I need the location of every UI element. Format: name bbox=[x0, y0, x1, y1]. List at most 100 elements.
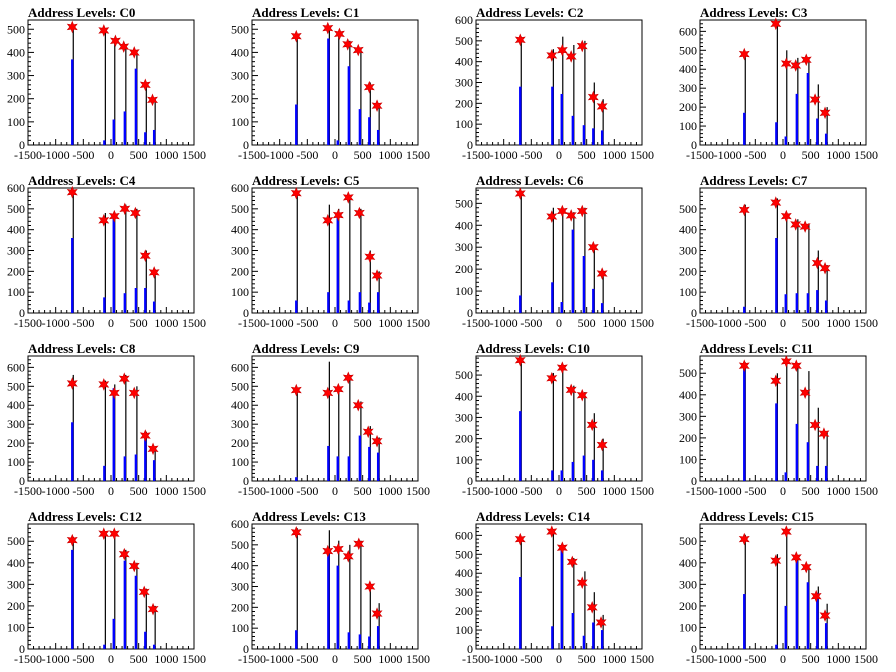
x-tick-label: 0 bbox=[332, 148, 338, 162]
y-tick-label: 500 bbox=[231, 538, 249, 552]
peak-marker bbox=[566, 555, 578, 569]
y-tick-label: 100 bbox=[679, 452, 697, 466]
x-tick-label: -500 bbox=[72, 652, 94, 666]
x-tick-label: -500 bbox=[520, 148, 542, 162]
x-tick-label: 0 bbox=[332, 316, 338, 330]
y-tick-label: 500 bbox=[679, 366, 697, 380]
x-tick-label: -1000 bbox=[266, 652, 294, 666]
peak-marker bbox=[790, 218, 802, 231]
y-tick-label: 200 bbox=[455, 262, 473, 276]
peak-marker bbox=[586, 601, 598, 614]
peak-marker bbox=[799, 220, 811, 233]
peak-marker bbox=[108, 386, 120, 400]
y-tick-label: 300 bbox=[231, 69, 249, 83]
x-tick-label: -1500 bbox=[238, 484, 266, 498]
peak-marker bbox=[596, 100, 608, 113]
peak-marker bbox=[800, 53, 812, 67]
peak-marker bbox=[290, 526, 302, 539]
y-tick-label: 0 bbox=[243, 474, 249, 488]
panel-title: Address Levels: C0 bbox=[28, 5, 135, 20]
y-tick-label: 400 bbox=[679, 556, 697, 570]
y-tick-label: 200 bbox=[231, 600, 249, 614]
x-tick-label: 1500 bbox=[630, 148, 654, 162]
y-tick-label: 500 bbox=[455, 34, 473, 48]
peak-marker bbox=[556, 204, 568, 218]
plot-frame bbox=[699, 19, 867, 146]
y-tick-label: 400 bbox=[455, 389, 473, 403]
x-tick-label: -1000 bbox=[714, 484, 742, 498]
x-tick-label: 0 bbox=[108, 652, 114, 666]
panel-title: Address Levels: C11 bbox=[700, 341, 813, 356]
y-tick-label: 100 bbox=[679, 285, 697, 299]
peak-marker bbox=[322, 386, 334, 400]
histogram-panel: Address Levels: C14 0 100 200 300 400 500 600 -1… bbox=[455, 509, 654, 666]
histogram-panel: Address Levels: C10100200300400500-1500-… bbox=[231, 5, 430, 162]
peak-marker bbox=[770, 374, 782, 388]
peak-marker bbox=[342, 371, 354, 385]
x-tick-label: 0 bbox=[108, 148, 114, 162]
peak-marker bbox=[128, 559, 140, 573]
x-tick-label: 500 bbox=[578, 484, 596, 498]
histogram-panel: Address Levels: C2 0 100 200 300 400 500 600 -15… bbox=[455, 5, 654, 162]
histogram-panel: Address Levels: C11 0 100 200 300 400 500 -1500… bbox=[679, 341, 878, 498]
peak-marker bbox=[128, 386, 140, 400]
x-tick-label: -1000 bbox=[714, 316, 742, 330]
y-tick-label: 100 bbox=[455, 453, 473, 467]
peak-marker bbox=[596, 438, 608, 452]
x-tick-label: 1000 bbox=[826, 484, 850, 498]
peak-marker bbox=[332, 208, 344, 222]
x-tick-label: 500 bbox=[578, 316, 596, 330]
panel-title: Address Levels: C7 bbox=[700, 173, 808, 188]
x-tick-label: 1500 bbox=[630, 484, 654, 498]
y-tick-label: 200 bbox=[7, 264, 25, 278]
y-tick-label: 400 bbox=[679, 62, 697, 76]
histogram-panel: Address Levels: C4 0 100 200 300 400 500 600 -15… bbox=[7, 173, 206, 330]
y-tick-label: 100 bbox=[7, 455, 25, 469]
panel-title: Address Levels: C15 bbox=[700, 509, 814, 524]
y-tick-label: 0 bbox=[467, 474, 473, 488]
x-tick-label: 1500 bbox=[854, 652, 878, 666]
x-tick-label: -500 bbox=[520, 316, 542, 330]
x-tick-label: 0 bbox=[108, 316, 114, 330]
panel-title: Address Levels: C6 bbox=[476, 173, 584, 188]
y-tick-label: 0 bbox=[19, 306, 25, 320]
peak-marker bbox=[108, 209, 120, 223]
y-tick-label: 300 bbox=[7, 577, 25, 591]
peak-marker bbox=[342, 549, 354, 563]
y-tick-label: 600 bbox=[7, 360, 25, 374]
y-tick-label: 200 bbox=[455, 604, 473, 618]
peak-marker bbox=[546, 49, 558, 62]
x-tick-label: 1500 bbox=[630, 652, 654, 666]
y-tick-label: 600 bbox=[679, 24, 697, 38]
x-tick-label: 1500 bbox=[630, 316, 654, 330]
peak-marker bbox=[819, 106, 831, 120]
x-tick-label: 0 bbox=[556, 316, 562, 330]
panel-title: Address Levels: C12 bbox=[28, 509, 142, 524]
peak-marker bbox=[587, 240, 599, 254]
plot-frame bbox=[251, 19, 419, 146]
panel-title: Address Levels: C3 bbox=[700, 5, 808, 20]
peak-marker bbox=[128, 46, 140, 59]
histogram-panel: Address Levels: C3 0 100 200 300 400 500 600 -15… bbox=[679, 5, 878, 162]
peak-marker bbox=[514, 33, 526, 47]
peak-marker bbox=[147, 442, 159, 456]
x-tick-label: -1500 bbox=[462, 484, 490, 498]
x-tick-label: -500 bbox=[520, 652, 542, 666]
y-tick-label: 300 bbox=[679, 577, 697, 591]
peak-marker bbox=[819, 261, 831, 275]
x-tick-label: 500 bbox=[802, 652, 820, 666]
x-tick-label: -1000 bbox=[42, 316, 70, 330]
y-tick-label: 0 bbox=[467, 306, 473, 320]
y-tick-label: 0 bbox=[19, 474, 25, 488]
y-tick-label: 300 bbox=[231, 244, 249, 258]
peak-marker bbox=[371, 434, 383, 448]
x-tick-label: 1000 bbox=[602, 484, 626, 498]
y-tick-label: 0 bbox=[243, 138, 249, 152]
y-tick-label: 500 bbox=[7, 379, 25, 393]
peak-marker bbox=[587, 90, 599, 104]
x-tick-label: -1000 bbox=[490, 484, 518, 498]
histogram-panel: Address Levels: C8 0 100 200 300 400 500 600 -15… bbox=[7, 341, 206, 498]
y-tick-label: 300 bbox=[679, 81, 697, 95]
peak-marker bbox=[109, 34, 121, 48]
x-tick-label: 1000 bbox=[154, 484, 178, 498]
